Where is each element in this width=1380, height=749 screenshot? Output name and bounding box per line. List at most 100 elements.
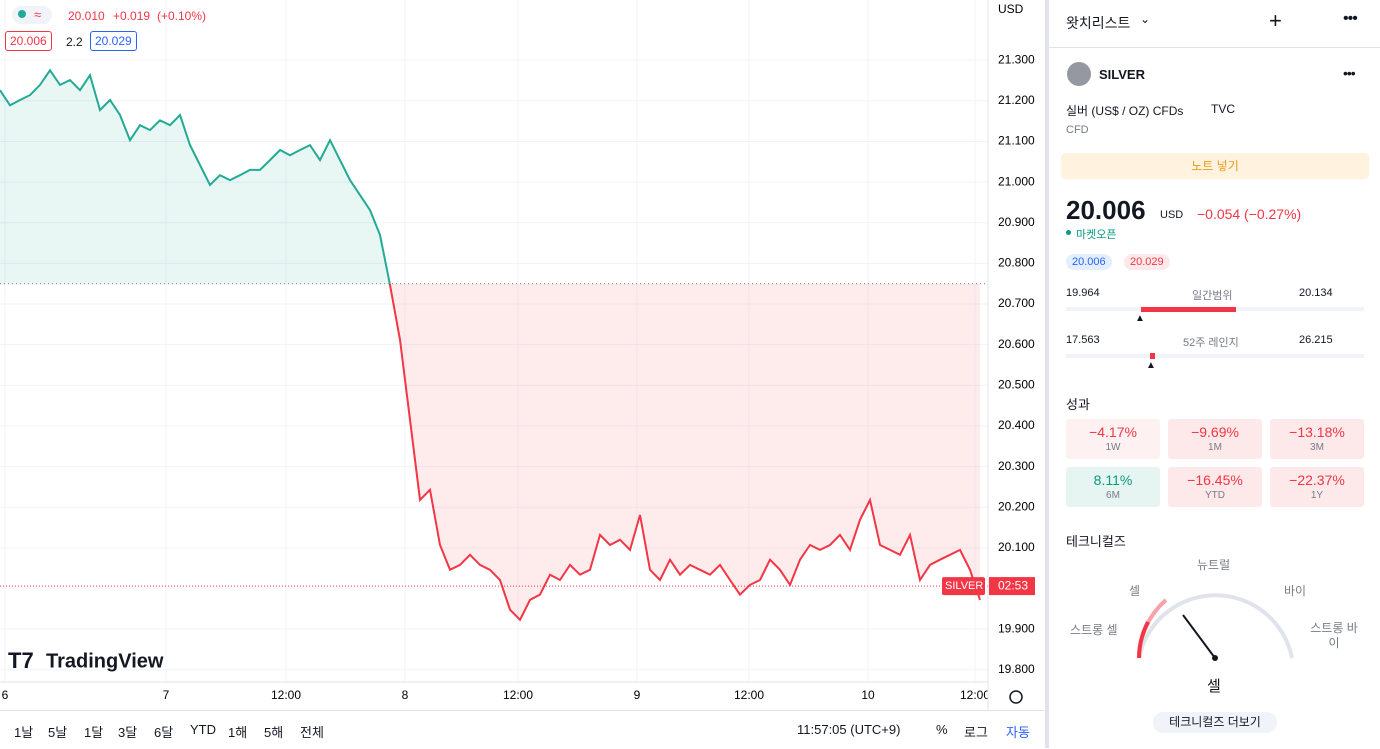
- y-tick-label: 20.400: [998, 418, 1035, 432]
- status-badge[interactable]: ≈: [12, 6, 52, 24]
- performance-period: 3M: [1310, 442, 1324, 453]
- y-tick-label: 21.200: [998, 93, 1035, 107]
- performance-tile: −9.69% 1M: [1168, 419, 1262, 459]
- panel-bid: 20.006: [1066, 254, 1112, 270]
- performance-value: −16.45%: [1187, 472, 1243, 488]
- add-icon[interactable]: +: [1269, 8, 1282, 33]
- performance-value: −4.17%: [1089, 424, 1137, 440]
- legend-change-pct: (+0.10%): [157, 9, 207, 23]
- gauge-buy: 바이: [1284, 584, 1307, 598]
- note-button[interactable]: 노트 넣기: [1061, 153, 1369, 179]
- range-button: YTD: [190, 722, 216, 737]
- area-down: [0, 283, 980, 620]
- range-button: 6달: [154, 725, 174, 740]
- more-icon[interactable]: •••: [1343, 10, 1358, 27]
- x-tick-label: 10: [861, 688, 875, 702]
- performance-value: −9.69%: [1191, 424, 1239, 440]
- year-label: 52주 레인지: [1183, 337, 1239, 349]
- note-label: 노트 넣기: [1191, 159, 1239, 173]
- line-up: [0, 68, 391, 284]
- performance-period: YTD: [1205, 490, 1225, 501]
- panel-ask: 20.029: [1124, 254, 1170, 270]
- gauge-strong-sell: 스트롱 셀: [1070, 623, 1118, 637]
- log-toggle[interactable]: 로그: [964, 725, 988, 740]
- series-label: SILVER: [945, 580, 983, 592]
- area-up: [0, 70, 390, 284]
- x-tick-label: 12:00: [271, 688, 301, 702]
- performance-period: 6M: [1106, 490, 1120, 501]
- ask[interactable]: 20.029: [90, 31, 137, 51]
- symbol-icon: [1067, 62, 1091, 86]
- range-button: 3달: [118, 725, 138, 740]
- performance-period: 1Y: [1310, 490, 1324, 501]
- y-tick-label: 20.600: [998, 337, 1035, 351]
- symbol[interactable]: SILVER: [1099, 67, 1145, 82]
- x-tick-label: 12:00: [503, 688, 533, 702]
- range-button: 5날: [48, 725, 68, 740]
- more-icon[interactable]: •••: [1343, 65, 1356, 81]
- gauge-strong-buy: 스트롱 바이: [1310, 621, 1358, 650]
- kind: CFD: [1066, 124, 1089, 136]
- performance-value: 8.11%: [1093, 472, 1133, 488]
- y-tick-label: 21.000: [998, 174, 1035, 188]
- line-down: [388, 283, 981, 622]
- day-high: 20.134: [1299, 287, 1333, 299]
- y-tick-label: 19.900: [998, 621, 1035, 635]
- y-tick-label: 20.700: [998, 296, 1035, 310]
- y-tick-label: 21.300: [998, 52, 1035, 66]
- day-label: 일간범위: [1192, 290, 1233, 302]
- x-tick-label: 8: [402, 688, 409, 702]
- x-tick-label: 6: [2, 688, 9, 702]
- settings-icon[interactable]: [1009, 690, 1023, 704]
- range-button: 1달: [84, 725, 104, 740]
- series-label-bg: [942, 577, 985, 596]
- y-tick-label: 20.800: [998, 256, 1035, 270]
- performance-value: −22.37%: [1289, 472, 1345, 488]
- performance-title: 성과: [1066, 397, 1090, 412]
- panel-header[interactable]: 왓치리스트: [1066, 15, 1131, 31]
- y-tick-label: 21.100: [998, 134, 1035, 148]
- performance-tile: −16.45% YTD: [1168, 467, 1262, 507]
- gauge: [1137, 593, 1294, 661]
- legend-change: +0.019: [113, 9, 151, 23]
- countdown: 02:53: [998, 578, 1028, 592]
- year-range-bar: [1150, 353, 1155, 359]
- gauge-result: 셀: [1207, 678, 1221, 695]
- chart: T7 TradingView 6 7 12:00 8 12:00 9 12:00 10 12:0…: [0, 0, 1036, 710]
- bid[interactable]: 20.006: [5, 31, 52, 51]
- description: 실버 (US$ / OZ) CFDs: [1066, 104, 1184, 118]
- auto-toggle[interactable]: 자동: [1006, 725, 1030, 740]
- watermark: T7 TradingView: [8, 648, 164, 673]
- gauge-sell: 셀: [1129, 584, 1141, 598]
- x-tick-label: 7: [163, 688, 170, 702]
- performance-tile: 8.11% 6M: [1066, 467, 1160, 507]
- status: 마켓오픈: [1076, 229, 1117, 241]
- change-pct: (−0.27%): [1244, 206, 1302, 222]
- badge: ≈: [34, 7, 42, 22]
- performance-tile: −13.18% 3M: [1270, 419, 1364, 459]
- more-label: 테크니컬즈 더보기: [1169, 715, 1261, 729]
- x-tick-label: 9: [634, 688, 641, 702]
- currency[interactable]: USD: [998, 2, 1024, 16]
- exchange: TVC: [1211, 102, 1235, 116]
- y-tick-label: 20.100: [998, 540, 1035, 554]
- price-currency: USD: [1160, 209, 1184, 221]
- svg-text:T7: T7: [8, 648, 34, 673]
- performance-value: −13.18%: [1289, 424, 1345, 440]
- performance-period: 1M: [1208, 442, 1222, 453]
- range-button: 1해: [228, 725, 248, 740]
- legend-last: 20.010: [68, 9, 105, 23]
- percent-toggle[interactable]: %: [936, 722, 948, 737]
- performance-tile: −4.17% 1W: [1066, 419, 1160, 459]
- more-button[interactable]: 테크니컬즈 더보기: [1153, 712, 1277, 733]
- clock[interactable]: 11:57:05 (UTC+9): [797, 722, 901, 737]
- watermark-text: TradingView: [46, 650, 164, 672]
- bottom-bar: [0, 710, 1045, 749]
- spread: 2.2: [66, 35, 83, 49]
- countdown-bg: [989, 577, 1035, 596]
- y-tick-label: 19.800: [998, 662, 1035, 676]
- x-tick-label: 12:00: [960, 688, 990, 702]
- day-range-bar: [1141, 307, 1236, 312]
- gauge-neutral: 뉴트럴: [1197, 558, 1231, 572]
